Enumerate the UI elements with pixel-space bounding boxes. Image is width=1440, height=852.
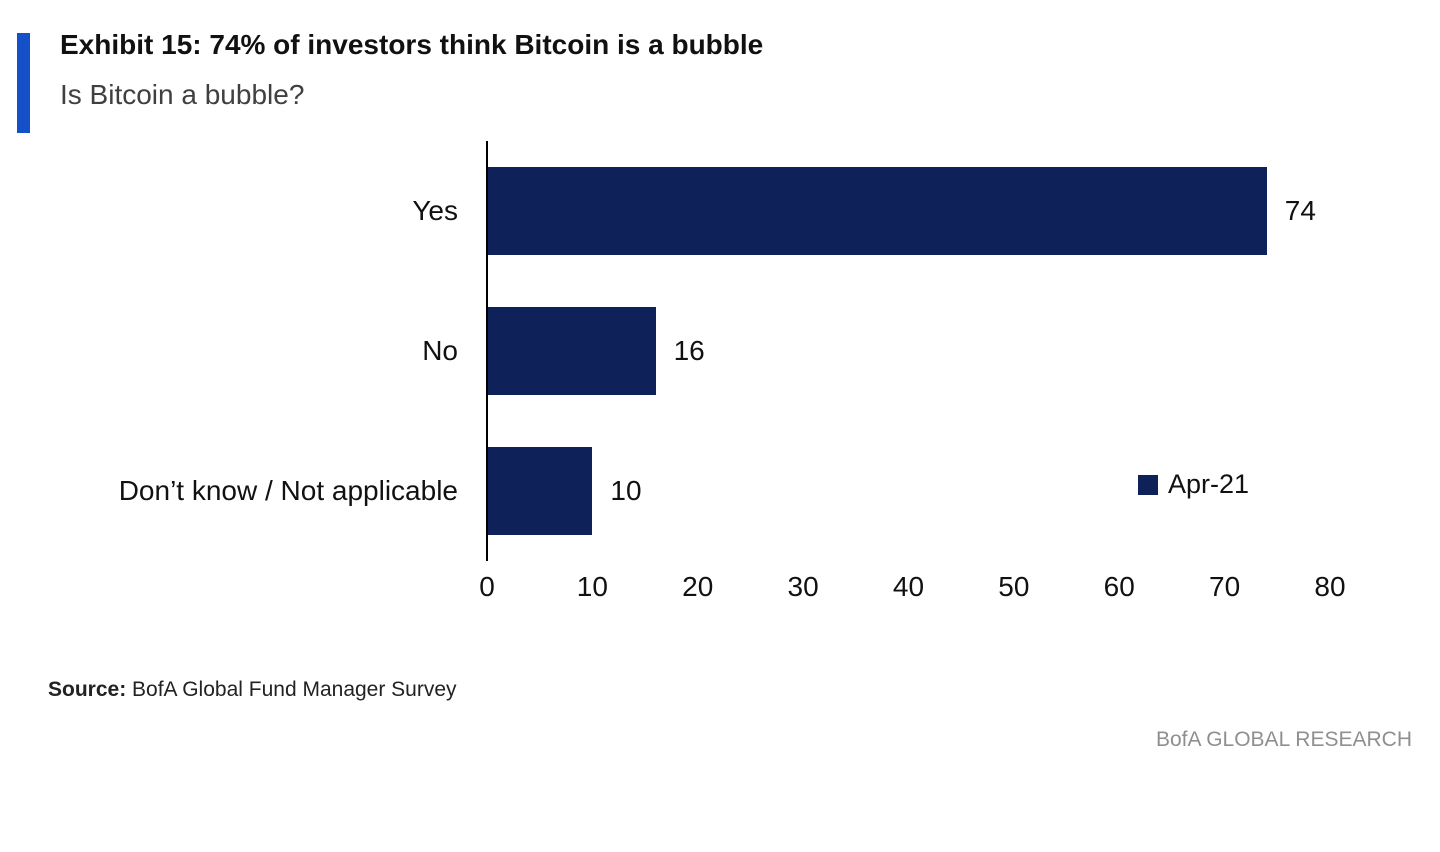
- legend-label: Apr-21: [1168, 469, 1250, 500]
- bar-area: 74: [487, 141, 1330, 281]
- x-axis: 0 10 20 30 40 50 60 70 80: [479, 561, 1345, 616]
- legend: Apr-21: [1138, 469, 1249, 500]
- x-axis-tick-label: 80: [1314, 571, 1346, 603]
- x-axis-tick-label: 60: [1103, 571, 1135, 603]
- x-axis-tick-label: 0: [479, 571, 495, 603]
- x-axis-tick-label: 40: [892, 571, 925, 603]
- category-label: Yes: [412, 195, 458, 227]
- bar-row: Don’t know / Not applicable 10: [48, 421, 1330, 561]
- legend-swatch-icon: [1138, 474, 1158, 495]
- chart-subtitle: Is Bitcoin a bubble?: [60, 78, 305, 110]
- x-axis-tick-label: 10: [576, 571, 608, 603]
- bar-value-label: 16: [673, 335, 705, 367]
- source-label: Source:: [48, 678, 127, 702]
- bar-value-label: 10: [610, 475, 642, 507]
- bar-chart: Yes 74 No 16 Don’t know / Not applicable 10 0…: [48, 141, 1346, 616]
- x-axis-tick-label: 50: [998, 571, 1030, 603]
- source-line: Source: BofA Global Fund Manager Survey: [48, 678, 1440, 702]
- y-axis-line: [486, 141, 488, 562]
- source-text: BofA Global Fund Manager Survey: [126, 678, 457, 702]
- bar: [487, 447, 593, 536]
- accent-bar: [17, 33, 30, 133]
- chart-plot-area: Yes 74 No 16 Don’t know / Not applicable 10: [48, 141, 1330, 561]
- x-axis-tick-label: 30: [787, 571, 819, 603]
- x-axis-tick-label: 70: [1209, 571, 1241, 603]
- bar: [487, 167, 1267, 256]
- bar-area: 10: [487, 421, 1330, 561]
- bar-area: 16: [487, 281, 1330, 421]
- exhibit-header: Exhibit 15: 74% of investors think Bitco…: [17, 28, 1440, 133]
- bar: [487, 307, 656, 396]
- brand-footer: BofA GLOBAL RESEARCH: [1156, 728, 1412, 752]
- category-label: Don’t know / Not applicable: [118, 475, 458, 507]
- x-axis-tick-label: 20: [682, 571, 714, 603]
- bar-row: Yes 74: [48, 141, 1330, 281]
- bar-value-label: 74: [1284, 195, 1316, 227]
- exhibit-page: Exhibit 15: 74% of investors think Bitco…: [0, 28, 1440, 852]
- category-label: No: [422, 335, 458, 367]
- bar-row: No 16: [48, 281, 1330, 421]
- exhibit-title: Exhibit 15: 74% of investors think Bitco…: [60, 29, 764, 60]
